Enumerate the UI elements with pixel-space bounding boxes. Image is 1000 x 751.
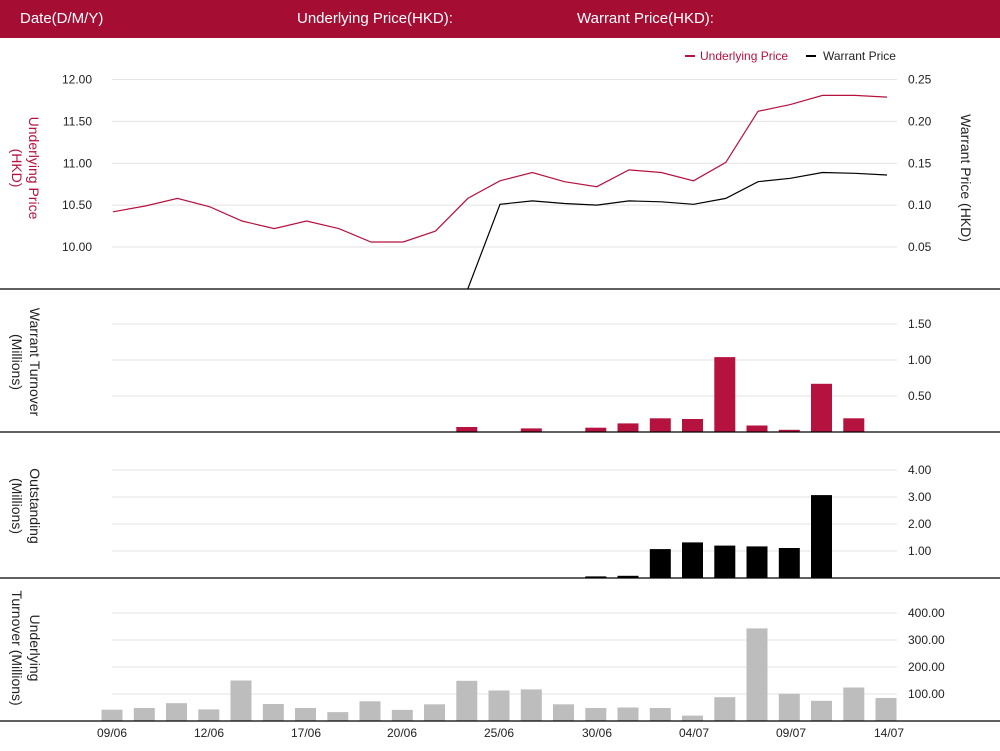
header-bar: Date(D/M/Y) Underlying Price(HKD): Warra… (0, 0, 1000, 38)
price-left-axis-title: Underlying Price (26, 117, 42, 220)
warrant-turnover-bar (778, 429, 800, 432)
warrant-turnover-bar (714, 357, 736, 432)
outstanding-tick-label: 2.00 (908, 517, 932, 531)
underlying-turnover-bar (811, 700, 832, 722)
price-left-tick-label: 10.00 (62, 240, 92, 254)
underlying-turnover-bar (327, 712, 349, 721)
x-tick-label: 09/06 (97, 726, 127, 740)
price-right-tick-label: 0.20 (908, 114, 932, 128)
outstanding-bar (682, 542, 703, 578)
underlying-turnover-bar (295, 708, 316, 721)
warrant-turnover-bar (682, 419, 703, 432)
warrant-turnover-bar (585, 427, 607, 432)
underlying-turnover-axis-title-unit: Turnover (Millions) (9, 590, 25, 705)
price-left-tick-label: 10.50 (62, 198, 92, 212)
warrant-turnover-bar (843, 418, 865, 432)
warrant-turnover-bar (520, 428, 542, 432)
underlying-turnover-tick-label: 400.00 (908, 606, 945, 620)
warrant-turnover-tick-label: 1.00 (908, 353, 932, 367)
warrant-turnover-tick-label: 0.50 (908, 389, 932, 403)
x-tick-label: 09/07 (776, 726, 806, 740)
underlying-turnover-bar (585, 708, 607, 721)
underlying-turnover-tick-label: 300.00 (908, 633, 945, 647)
underlying-turnover-bar (714, 697, 736, 721)
warrant-turnover-axis-title-unit: (Millions) (9, 334, 25, 390)
outstanding-bar (778, 548, 800, 578)
price-right-tick-label: 0.15 (908, 156, 932, 170)
price-right-tick-label: 0.05 (908, 240, 932, 254)
warrant-turnover-bar (456, 427, 478, 432)
x-tick-label: 17/06 (291, 726, 321, 740)
underlying-turnover-bar (166, 703, 187, 721)
legend-warrant-label: Warrant Price (823, 49, 896, 63)
underlying-turnover-axis-title: Underlying (27, 615, 43, 682)
legend-underlying-label: Underlying Price (700, 49, 788, 63)
outstanding-axis-title-unit: (Millions) (9, 478, 25, 534)
underlying-turnover-bar (391, 709, 413, 721)
underlying-turnover-bar (359, 701, 381, 721)
underlying-turnover-bar (198, 709, 220, 721)
warrant-turnover-bar (649, 418, 671, 432)
outstanding-tick-label: 1.00 (908, 544, 932, 558)
price-left-tick-label: 12.00 (62, 73, 92, 87)
underlying-turnover-bar (133, 708, 155, 721)
outstanding-bar (746, 546, 768, 578)
price-left-tick-label: 11.50 (63, 114, 92, 128)
underlying-turnover-bar (746, 628, 768, 721)
x-tick-label: 20/06 (387, 726, 417, 740)
warrant-price-line (467, 171, 888, 289)
underlying-turnover-bar (230, 680, 252, 721)
underlying-turnover-bar (843, 687, 865, 721)
outstanding-axis-title: Outstanding (27, 468, 43, 544)
x-tick-label: 25/06 (484, 726, 514, 740)
warrant-turnover-axis-title: Warrant Turnover (27, 308, 43, 417)
underlying-turnover-bar (875, 698, 897, 721)
underlying-turnover-bar (553, 704, 574, 721)
outstanding-bar (714, 545, 736, 578)
warrant-turnover-tick-label: 1.50 (908, 317, 932, 331)
date-label: Date(D/M/Y) (20, 10, 104, 27)
underlying-turnover-bar (262, 704, 284, 721)
outstanding-bar (649, 549, 671, 578)
x-tick-label: 12/06 (194, 726, 224, 740)
underlying-turnover-bar (424, 704, 445, 721)
warrant-turnover-bar (811, 383, 832, 432)
warrant-turnover-bar (746, 425, 768, 432)
underlying-turnover-bar (456, 680, 478, 721)
price-right-axis-title: Warrant Price (HKD) (958, 114, 974, 242)
price-right-tick-label: 0.10 (908, 198, 932, 212)
underlying-turnover-tick-label: 200.00 (908, 660, 945, 674)
underlying-price-line (112, 94, 888, 243)
underlying-turnover-tick-label: 100.00 (908, 687, 945, 701)
underlying-turnover-bar (488, 690, 510, 721)
underlying-turnover-bar (520, 689, 542, 721)
outstanding-bar (585, 576, 607, 578)
price-right-tick-label: 0.25 (908, 73, 932, 87)
warrant-price-label: Warrant Price(HKD): (577, 10, 714, 27)
outstanding-tick-label: 3.00 (908, 490, 932, 504)
underlying-turnover-bar (682, 715, 703, 721)
price-left-axis-title-unit: (HKD) (9, 149, 25, 188)
price-left-tick-label: 11.00 (63, 156, 92, 170)
outstanding-bar (617, 575, 639, 578)
outstanding-tick-label: 4.00 (908, 463, 932, 477)
x-tick-label: 30/06 (582, 726, 612, 740)
warrant-turnover-bar (617, 423, 639, 432)
outstanding-bar (811, 495, 832, 578)
x-tick-label: 04/07 (679, 726, 709, 740)
x-tick-label: 14/07 (874, 726, 904, 740)
underlying-turnover-bar (101, 709, 123, 721)
underlying-turnover-bar (778, 693, 800, 721)
underlying-turnover-bar (649, 708, 671, 721)
underlying-price-label: Underlying Price(HKD): (297, 10, 453, 27)
underlying-turnover-bar (617, 707, 639, 721)
